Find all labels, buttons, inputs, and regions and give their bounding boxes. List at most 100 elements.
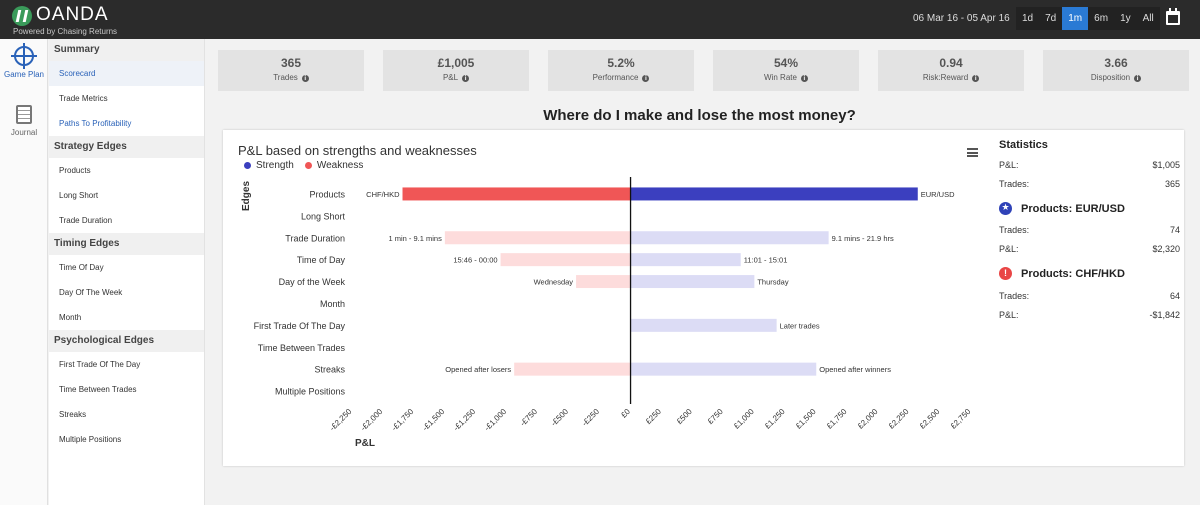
category-label: Trade Duration [285,233,345,243]
stat-value: 0.94 [939,56,963,70]
stat-card-win-rate: 54% Win Rate i [713,50,859,91]
info-icon[interactable]: i [1134,75,1142,82]
info-icon[interactable]: i [642,75,650,82]
stat-value: 3.66 [1104,56,1128,70]
strength-bar-label: EUR/USD [921,190,955,199]
strength-bar [630,231,829,245]
range-1y-button[interactable]: 1y [1120,13,1131,24]
strength-bar [630,362,817,376]
x-tick-label: -£250 [580,407,601,428]
legend-strength[interactable]: Strength [244,160,294,171]
category-label: Products [309,189,345,199]
stat-row-label: P&L: [999,244,1019,254]
weakness-bar [402,187,631,201]
range-all-button[interactable]: All [1142,13,1154,24]
category-label: First Trade Of The Day [254,321,346,331]
stat-label: Disposition [1090,73,1131,82]
menu-item-time-between-trades[interactable]: Time Between Trades [59,385,137,394]
menu-item-trade-metrics[interactable]: Trade Metrics [59,94,108,103]
range-1m-button[interactable]: 1m [1062,7,1089,30]
stat-row-label: P&L: [999,310,1019,320]
range-6m-button[interactable]: 6m [1094,13,1109,24]
weakness-bar [444,231,631,245]
stat-row-label: Trades: [999,291,1030,301]
x-tick-label: £2,000 [856,407,880,431]
menu-item-time-of-day[interactable]: Time Of Day [59,263,104,272]
menu-item-first-trade[interactable]: First Trade Of The Day [59,360,141,369]
x-tick-label: -£2,250 [328,407,354,433]
weakness-bar [514,362,631,376]
stat-row-value: 74 [1169,225,1180,235]
legend-weakness[interactable]: Weakness [304,160,364,171]
x-tick-label: -£750 [518,407,539,428]
rail-journal[interactable]: Journal [0,105,48,137]
weakness-bar-label: CHF/HKD [366,190,400,199]
rail-game-plan[interactable]: Game Plan [0,43,48,79]
legend-weakness-dot [304,162,312,169]
info-icon[interactable]: i [972,75,980,82]
range-1d-button[interactable]: 1d [1022,13,1034,24]
info-icon[interactable]: i [800,75,808,82]
menu-item-month[interactable]: Month [59,313,82,322]
menu-item-paths-to-profitability[interactable]: Paths To Profitability [59,119,132,128]
calendar-icon[interactable] [1166,8,1180,25]
strength-bar-label: 9.1 mins - 21.9 hrs [832,234,894,243]
category-label: Day of the Week [279,277,346,287]
category-label: Multiple Positions [275,387,346,397]
stat-row-label: P&L: [999,160,1019,170]
chart-title: P&L based on strengths and weaknesses [238,143,477,158]
strength-bar [630,318,777,332]
legend-weakness-label: Weakness [316,160,364,171]
worst-pnl-row: P&L: -$1,842 [999,310,1180,320]
stat-label: Risk:Reward [922,73,969,82]
stat-card-trades: 365 Trades i [218,50,364,91]
strength-bar [630,187,918,201]
best-trades-row: Trades: 74 [999,225,1180,235]
menu-item-trade-duration[interactable]: Trade Duration [59,216,113,225]
worst-edge-heading: ! Products: CHF/HKD [999,267,1125,280]
range-selector: 1d 7d 1m 6m 1y All [1016,7,1160,30]
journal-icon [16,105,32,124]
x-tick-label: £0 [619,407,632,420]
rail-game-plan-label: Game Plan [3,70,45,79]
menu-item-multiple-positions[interactable]: Multiple Positions [59,435,122,444]
x-tick-label: £500 [675,407,694,426]
menu-section-strategy: Strategy Edges [49,136,204,158]
strength-bar-label: Opened after winners [819,365,891,374]
brand-tagline: Powered by Chasing Returns [13,27,118,36]
x-tick-label: £1,250 [763,407,787,431]
menu-item-streaks[interactable]: Streaks [59,410,87,419]
date-range[interactable]: 06 Mar 16 - 05 Apr 16 [913,13,1010,24]
stat-card-performance: 5.2% Performance i [548,50,694,91]
sidebar-menu: Summary Scorecard Trade Metrics Paths To… [49,39,205,505]
icon-rail: Game Plan Journal [0,39,48,505]
stat-label: Performance [592,73,639,82]
chart-menu-icon[interactable] [967,148,978,157]
menu-section-psychological: Psychological Edges [49,330,204,352]
rail-journal-label: Journal [10,128,38,137]
strength-bar [630,253,741,267]
menu-item-scorecard[interactable]: Scorecard [49,61,204,86]
menu-item-products[interactable]: Products [59,166,91,175]
x-tick-label: -£1,000 [483,407,509,433]
x-tick-label: £1,000 [732,407,756,431]
range-7d-button[interactable]: 7d [1045,13,1057,24]
stat-value: 365 [280,56,302,70]
category-label: Time Between Trades [258,343,346,353]
strength-bar [630,275,755,289]
category-label: Long Short [301,211,346,221]
stat-row-value: 64 [1169,291,1180,301]
stat-row-value: 365 [1164,179,1180,189]
x-tick-label: -£1,500 [421,407,447,433]
menu-item-day-of-week[interactable]: Day Of The Week [59,288,123,297]
menu-section-summary: Summary [49,39,204,61]
best-pnl-row: P&L: $2,320 [999,244,1180,254]
menu-item-long-short[interactable]: Long Short [59,191,99,200]
x-tick-label: -£1,750 [390,407,416,433]
category-label: Streaks [314,365,345,375]
info-icon[interactable]: i [462,75,470,82]
info-icon[interactable]: i [301,75,309,82]
menu-section-timing: Timing Edges [49,233,204,255]
stat-row-label: Trades: [999,179,1030,189]
stat-value: 5.2% [607,56,635,70]
